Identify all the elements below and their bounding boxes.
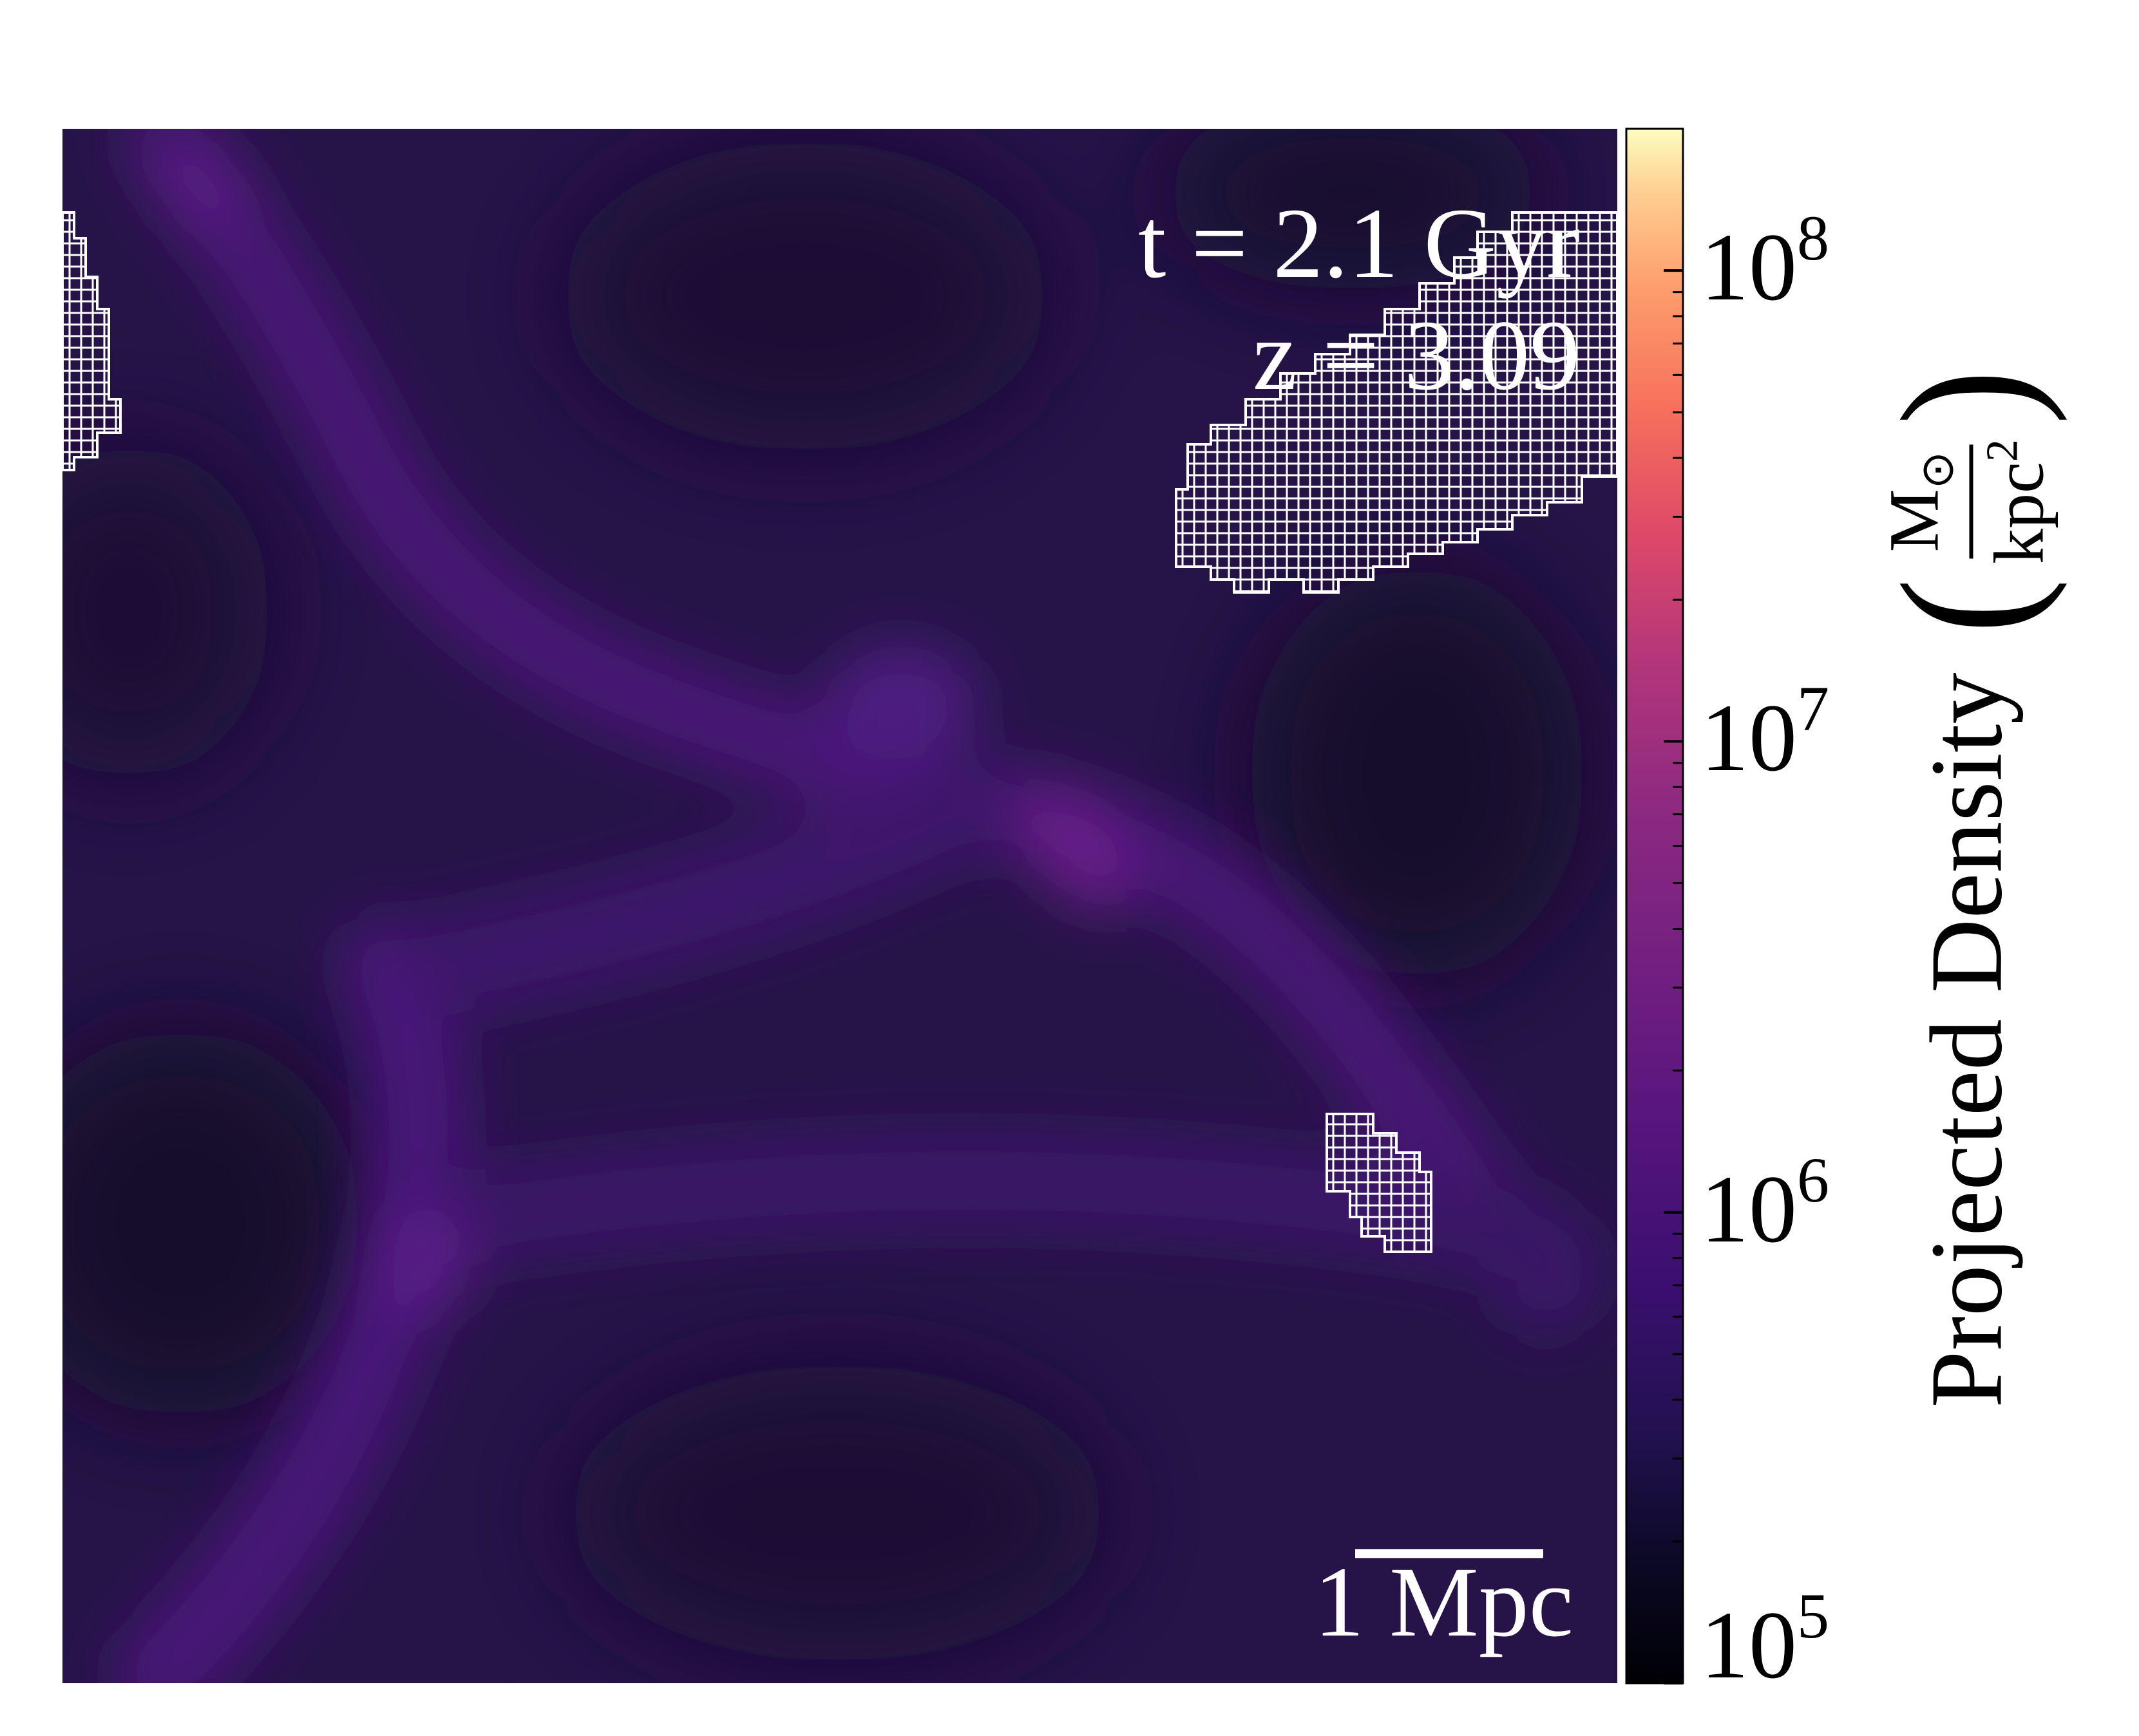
colorbar-tick-label: 105 — [1700, 1580, 1829, 1699]
scale-bar-label: 1 Mpc — [1314, 1546, 1573, 1657]
colorbar-label: Projected Density — [1908, 672, 2024, 1408]
colorbar-gradient — [1626, 129, 1683, 1683]
density-voids — [62, 129, 1584, 1661]
grid-overlay-lower-right — [1326, 1113, 1432, 1253]
colorbar-unit: ( M⊙ kpc2 ) — [1864, 369, 2068, 634]
time-annotation: t = 2.1 Gyr — [1138, 187, 1580, 299]
colorbar — [1625, 127, 1684, 1684]
grid-overlay-top-right — [1175, 211, 1617, 594]
colorbar-frame — [1625, 127, 1684, 1684]
unit-denominator: kpc2 — [1977, 439, 2058, 564]
density-filaments — [113, 129, 1604, 1683]
unit-numerator: M⊙ — [1873, 444, 1973, 559]
grid-overlay-top-left — [62, 211, 122, 471]
scale-bar — [1355, 1549, 1543, 1558]
colorbar-tick-label: 106 — [1700, 1144, 1829, 1263]
redshift-annotation: z = 3.09 — [1252, 299, 1580, 411]
density-map — [62, 129, 1617, 1683]
colorbar-tick-label: 107 — [1700, 673, 1829, 792]
colorbar-tick-label: 108 — [1700, 202, 1829, 321]
colorbar-ticks — [1664, 127, 1683, 1684]
